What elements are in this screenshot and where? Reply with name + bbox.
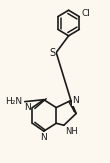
Text: N: N xyxy=(24,103,30,112)
Text: S: S xyxy=(49,47,55,58)
Text: NH: NH xyxy=(65,127,78,136)
Text: H₂N: H₂N xyxy=(5,97,22,106)
Text: N: N xyxy=(72,96,79,105)
Text: Cl: Cl xyxy=(81,9,90,18)
Text: N: N xyxy=(40,133,47,142)
